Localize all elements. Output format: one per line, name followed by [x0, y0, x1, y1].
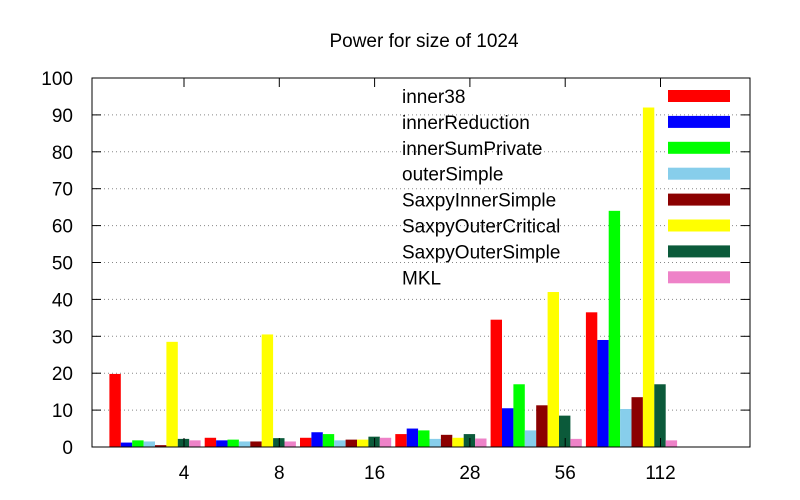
- bar-innerSumPrivate-112: [608, 210, 621, 447]
- bar-SaxpyInnerSimple-28: [440, 434, 453, 447]
- legend-label: innerReduction: [402, 113, 530, 134]
- legend-swatch: [668, 115, 730, 128]
- legend-label: MKL: [402, 268, 441, 289]
- bar-SaxpyOuterSimple-112: [654, 384, 666, 447]
- y-tick-label: 40: [52, 290, 73, 311]
- legend-swatch: [668, 219, 730, 232]
- x-tick-label: 16: [364, 463, 385, 484]
- bar-SaxpyInnerSimple-16: [345, 439, 357, 447]
- legend-label: SaxpyOuterCritical: [402, 217, 560, 238]
- legend-swatch: [668, 167, 730, 180]
- bar-SaxpyOuterCritical-28: [452, 437, 464, 447]
- plot-frame: [91, 77, 751, 448]
- bar-MKL-16: [379, 437, 392, 447]
- bar-outerSimple-56: [524, 430, 537, 447]
- y-tick-label: 30: [52, 327, 73, 348]
- bar-SaxpyOuterSimple-16: [368, 436, 380, 447]
- legend-swatch: [668, 271, 730, 284]
- y-tick-label: 20: [52, 364, 73, 385]
- y-tick-label: 80: [52, 143, 73, 164]
- bar-SaxpyOuterCritical-8: [261, 334, 274, 447]
- bar-innerSumPrivate-4: [132, 440, 144, 447]
- x-tick-label: 112: [645, 463, 675, 484]
- legend-swatch: [668, 193, 730, 206]
- bar-inner38-112: [585, 312, 598, 447]
- chart-title: Power for size of 1024: [329, 31, 518, 52]
- bar-inner38-16: [300, 437, 312, 447]
- y-tick-label: 100: [41, 69, 73, 90]
- bar-MKL-112: [665, 440, 678, 447]
- bar-inner38-28: [395, 434, 407, 447]
- bar-SaxpyInnerSimple-8: [250, 441, 262, 447]
- bar-inner38-56: [490, 319, 502, 447]
- bar-SaxpyOuterSimple-56: [559, 415, 571, 447]
- bar-outerSimple-8: [238, 441, 251, 447]
- bar-innerReduction-28: [406, 428, 419, 447]
- legend-label: SaxpyInnerSimple: [402, 191, 556, 212]
- bar-innerSumPrivate-28: [418, 430, 430, 447]
- bar-SaxpyInnerSimple-112: [631, 397, 643, 447]
- x-tick-label: 28: [459, 463, 480, 484]
- bar-SaxpyInnerSimple-56: [536, 405, 548, 447]
- y-tick-label: 90: [52, 106, 73, 127]
- y-tick-label: 0: [62, 438, 73, 459]
- bar-outerSimple-16: [334, 440, 346, 447]
- legend: inner38 innerReduction innerSumPrivate oute…: [402, 87, 730, 289]
- bar-MKL-28: [475, 438, 487, 447]
- y-tick-label: 70: [52, 180, 73, 201]
- bar-MKL-8: [284, 441, 296, 447]
- bar-inner38-4: [109, 373, 121, 447]
- axes-layer: 0 10 20 30 40 50 60 70 80 90 100 4 8 16 28 56 112: [41, 69, 751, 484]
- bar-MKL-56: [570, 438, 582, 447]
- bar-innerSumPrivate-56: [513, 384, 525, 447]
- bar-MKL-4: [189, 440, 201, 447]
- bar-innerReduction-56: [502, 408, 514, 447]
- legend-swatch: [668, 90, 730, 102]
- legend-swatch: [668, 141, 730, 154]
- bar-SaxpyOuterCritical-16: [357, 439, 369, 447]
- legend-label: innerSumPrivate: [402, 139, 542, 160]
- bar-SaxpyInnerSimple-4: [155, 445, 167, 447]
- bar-outerSimple-112: [620, 408, 632, 447]
- bar-innerSumPrivate-16: [322, 434, 335, 447]
- legend-label: outerSimple: [402, 165, 503, 186]
- y-tick-label: 10: [52, 401, 73, 422]
- bar-innerReduction-4: [120, 442, 133, 447]
- bar-innerReduction-16: [311, 432, 323, 447]
- y-tick-label: 60: [52, 217, 73, 238]
- bar-innerReduction-8: [216, 440, 228, 447]
- bar-innerSumPrivate-8: [227, 439, 239, 447]
- bar-outerSimple-4: [143, 441, 155, 447]
- bar-outerSimple-28: [429, 438, 441, 447]
- legend-label: SaxpyOuterSimple: [402, 242, 560, 263]
- x-tick-label: 56: [555, 463, 576, 484]
- y-tick-label: 50: [52, 254, 73, 275]
- bar-SaxpyOuterCritical-56: [547, 292, 559, 447]
- x-tick-label: 8: [274, 463, 285, 484]
- bar-inner38-8: [204, 437, 217, 447]
- bar-SaxpyOuterCritical-4: [166, 341, 178, 447]
- x-tick-label: 4: [179, 463, 190, 484]
- bar-SaxpyOuterCritical-112: [642, 107, 655, 448]
- bar-innerReduction-112: [597, 339, 609, 447]
- legend-swatch: [668, 245, 730, 258]
- legend-label: inner38: [402, 87, 465, 108]
- bars-layer: [109, 107, 678, 448]
- grid-layer: [92, 114, 750, 411]
